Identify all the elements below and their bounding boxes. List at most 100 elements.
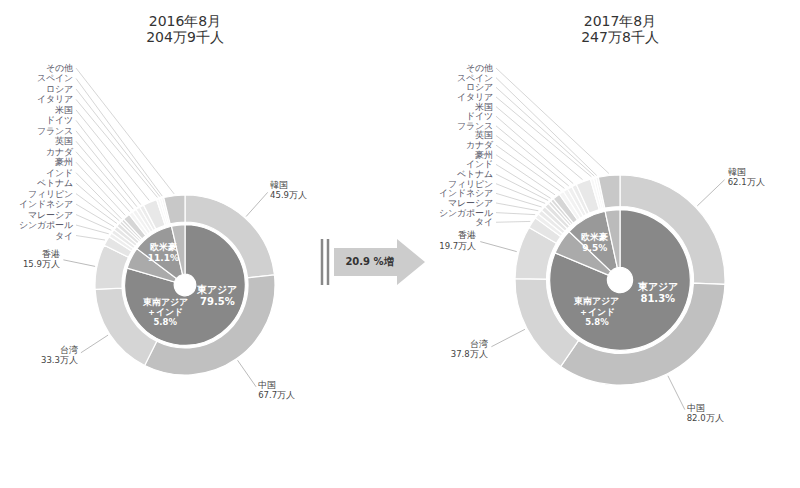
slice-label: インドネシア [19, 199, 73, 209]
leader-line [496, 126, 569, 186]
inner-label: 5.8% [585, 316, 609, 326]
arrow-bar [321, 239, 324, 285]
slice-label: 19.7万人 [439, 240, 476, 250]
change-arrow: 20.9 %増 [322, 239, 425, 285]
slice-label: 香港 [458, 230, 476, 240]
inner-label-line: 9.5% [582, 242, 607, 252]
slice-label: 韓国 [270, 179, 288, 189]
inner-label-line: 東アジア [637, 281, 678, 292]
chart-title: 2017年8月247万8千人 [581, 13, 659, 46]
leader-line [76, 120, 141, 204]
chart-figure: 2016年8月204万9千人東アジア79.5%東南アジア＋インド5.8%欧米豪1… [0, 0, 800, 488]
inner-label-line: ＋インド [147, 307, 183, 317]
slice-label-line: ロシア [466, 82, 493, 92]
leader-line [496, 107, 583, 180]
slice-label-line: イタリア [37, 94, 73, 104]
rings [515, 175, 725, 385]
leader-line [76, 99, 157, 197]
slice-label: 67.7万人 [258, 389, 295, 399]
leader-line [76, 236, 105, 241]
leader-line [496, 213, 535, 215]
slice-label: タイ [475, 217, 493, 227]
inner-label-line: 東南アジア [142, 296, 188, 306]
leader-line [496, 221, 530, 223]
labels: 東アジア81.3%東南アジア＋インド5.8%欧米豪9.5%韓国62.1万人中国8… [439, 63, 765, 423]
slice-label-line: タイ [55, 230, 73, 240]
leader-line [76, 173, 121, 219]
leader-line [496, 116, 573, 183]
slice-label: ベトナム [37, 178, 73, 188]
inner-label: 欧米豪 [581, 231, 608, 241]
slice-label-line: マレーシア [28, 209, 73, 219]
slice-label: その他 [46, 63, 73, 73]
donut-chart: 2017年8月247万8千人東アジア81.3%東南アジア＋インド5.8%欧米豪9… [439, 13, 765, 423]
arrow-shape [334, 239, 425, 285]
slice-label-line: 米国 [55, 104, 73, 114]
leader-line [81, 335, 108, 353]
slice-label: シンガポール [439, 207, 493, 217]
chart-title-line: 2017年8月 [584, 13, 657, 29]
slice-label-line: 中国 [258, 379, 276, 389]
slice-label-line: スペイン [457, 72, 493, 82]
slice-label: 62.1万人 [728, 176, 765, 186]
annotation-line: 20.9 %増 [345, 256, 393, 267]
slice-label-line: 33.3万人 [41, 354, 78, 364]
chart-title-line: 204万9千人 [146, 29, 224, 45]
leader-line [496, 155, 555, 195]
leader-line [76, 215, 111, 231]
inner-label: 9.5% [582, 242, 607, 252]
slice-label: 45.9万人 [270, 189, 307, 199]
inner-ring [125, 225, 246, 346]
slice-label: フランス [37, 125, 73, 135]
slice-label: ロシア [466, 82, 493, 92]
slice-label-line: 韓国 [270, 179, 288, 189]
slice-label: ドイツ [46, 115, 73, 125]
leader-line [496, 68, 609, 173]
slice-label: マレーシア [28, 209, 73, 219]
slice-label-line: ベトナム [37, 178, 73, 188]
leader-line [491, 329, 525, 346]
slice-label-line: ドイツ [466, 111, 493, 121]
leader-line [63, 260, 95, 267]
slice-label-line: フランス [37, 125, 73, 135]
outer-ring [515, 175, 725, 385]
slice-label-line: イタリア [457, 91, 493, 101]
slice-label: 豪州 [55, 157, 73, 167]
slice [125, 225, 246, 346]
slice-label-line: 英国 [475, 130, 493, 140]
slice-label: 中国 [687, 403, 705, 413]
slice-label-line: インドネシア [19, 199, 73, 209]
slice-label-line: 45.9万人 [270, 189, 307, 199]
slice-label: 香港 [42, 249, 60, 259]
slice-label-line: シンガポール [439, 207, 493, 217]
leader-line [76, 194, 117, 224]
slice-label: ドイツ [466, 111, 493, 121]
slice-label: スペイン [37, 73, 73, 83]
slice-label-line: 15.9万人 [23, 259, 60, 269]
slice-label: ベトナム [457, 169, 493, 179]
leader-line [496, 97, 591, 177]
inner-label: 東アジア [637, 281, 678, 292]
slice-label: 英国 [55, 136, 73, 146]
leader-line [496, 174, 548, 201]
leader-line [76, 89, 160, 197]
slice-label-line: 台湾 [60, 344, 78, 354]
leader-line [496, 135, 564, 188]
slice-label-line: 67.7万人 [258, 389, 295, 399]
slice-label: 台湾 [60, 344, 78, 354]
inner-label: 東南アジア＋インド [573, 296, 619, 316]
slice-label-line: その他 [466, 63, 493, 73]
inner-label: 11.1% [148, 252, 179, 262]
slice-label-line: 米国 [475, 101, 493, 111]
slice-label-line: スペイン [37, 73, 73, 83]
slice [515, 279, 578, 367]
donut-chart: 2016年8月204万9千人東アジア79.5%東南アジア＋インド5.8%欧米豪1… [19, 13, 307, 400]
slice-label-line: マレーシア [448, 197, 493, 207]
slice-label: 英国 [475, 130, 493, 140]
inner-label-line: 11.1% [148, 252, 179, 262]
slice-label-line: 英国 [55, 136, 73, 146]
slice-label: 33.3万人 [41, 354, 78, 364]
leader-line [76, 68, 174, 194]
leader-line [238, 360, 257, 387]
slice-label: タイ [55, 230, 73, 240]
